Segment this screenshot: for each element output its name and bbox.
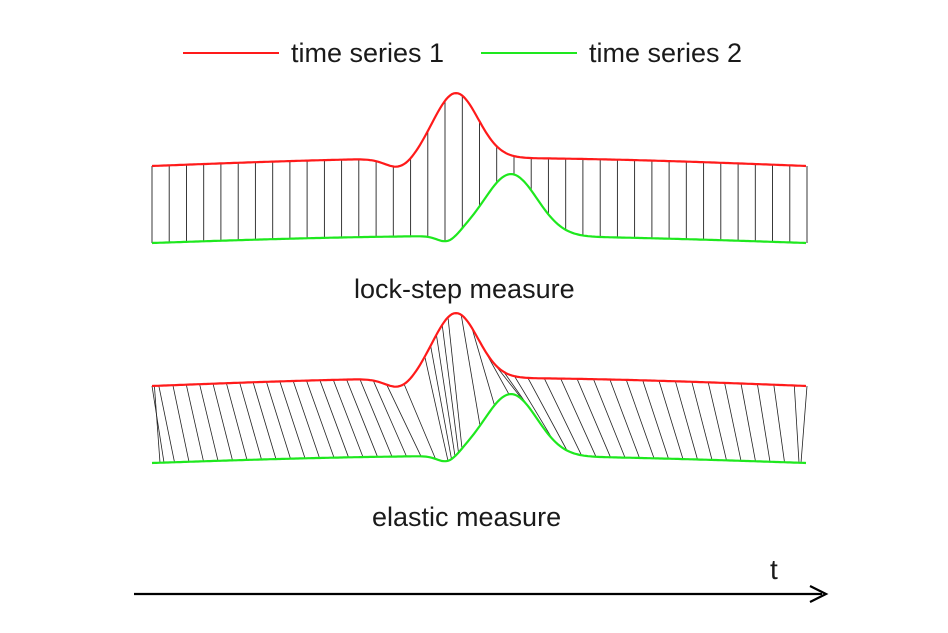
elastic-link — [172, 385, 190, 462]
elastic-link — [800, 385, 808, 463]
elastic-link — [514, 375, 553, 440]
elastic-link — [266, 381, 291, 459]
time-axis-label: t — [770, 554, 778, 585]
elastic-link — [447, 317, 463, 449]
elastic-link — [279, 381, 306, 459]
elastic-link — [346, 379, 378, 457]
elastic-link — [441, 324, 459, 453]
elastic-link — [403, 383, 436, 460]
elastic-link — [424, 356, 449, 461]
elastic-caption: elastic measure — [372, 502, 562, 532]
legend-series-2-swatch — [481, 52, 577, 54]
elastic-links — [151, 314, 808, 463]
legend-series-1-label: time series 1 — [291, 37, 445, 68]
elastic-link — [576, 378, 611, 458]
time-axis-arrowhead — [809, 585, 829, 603]
lockstep-series-2-curve — [151, 173, 807, 245]
elastic-link — [471, 327, 495, 406]
time-axis — [134, 585, 829, 603]
elastic-link — [154, 385, 161, 463]
lockstep-series-1-curve — [151, 91, 807, 168]
elastic-series-1-curve — [151, 311, 807, 388]
elastic-link — [292, 380, 320, 459]
elastic-link — [436, 334, 456, 457]
elastic-link — [359, 379, 393, 457]
elastic-link — [212, 383, 233, 461]
elastic-link — [773, 384, 785, 463]
legend-series-2: time series 2 — [481, 36, 742, 70]
elastic-link — [319, 380, 349, 458]
elastic-link — [793, 385, 800, 463]
lockstep-caption: lock-step measure — [354, 274, 575, 304]
elastic-link — [625, 379, 655, 459]
elastic-link — [675, 381, 698, 460]
elastic-link — [185, 384, 204, 462]
elastic-link — [691, 381, 713, 461]
elastic-link — [252, 382, 277, 460]
elastic-link — [724, 382, 742, 461]
elastic-link — [642, 380, 669, 459]
legend-series-2-label: time series 2 — [589, 37, 743, 68]
elastic-link — [239, 382, 262, 460]
lockstep-links — [151, 95, 808, 243]
elastic-link — [740, 383, 756, 462]
elastic-link — [757, 384, 771, 462]
elastic-link — [306, 380, 335, 458]
legend-series-1-swatch — [183, 52, 279, 54]
elastic-link — [609, 379, 640, 459]
elastic-link — [593, 379, 626, 458]
elastic-link — [560, 378, 597, 457]
elastic-link — [372, 380, 407, 457]
elastic-link — [658, 380, 684, 460]
elastic-link — [460, 314, 481, 426]
elastic-link — [226, 383, 248, 461]
elastic-link — [527, 377, 568, 451]
elastic-link — [332, 379, 364, 458]
elastic-link — [158, 385, 175, 463]
elastic-link — [430, 345, 452, 460]
elastic-link — [151, 385, 165, 463]
elastic-link — [386, 384, 422, 457]
elastic-series-2-curve — [151, 393, 807, 465]
legend-series-1: time series 1 — [183, 36, 444, 70]
elastic-link — [199, 384, 219, 461]
elastic-link — [543, 378, 582, 456]
elastic-link — [707, 382, 727, 461]
